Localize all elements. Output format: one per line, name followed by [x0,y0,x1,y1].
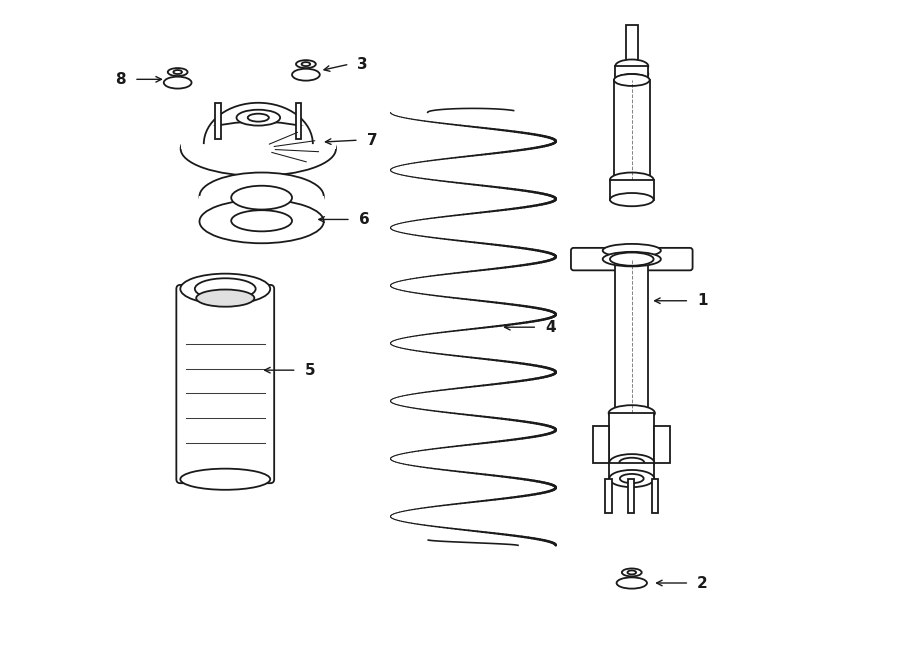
Bar [609,463,654,479]
Text: 4: 4 [545,320,556,334]
Bar [654,426,670,463]
Bar [616,66,648,80]
Ellipse shape [627,570,636,574]
Ellipse shape [164,77,192,89]
Bar [616,259,648,413]
Ellipse shape [619,457,644,468]
Bar [652,479,658,513]
Ellipse shape [620,474,643,483]
Bar [609,413,654,463]
Ellipse shape [609,454,654,471]
Ellipse shape [616,578,647,589]
FancyBboxPatch shape [176,285,274,483]
Ellipse shape [248,114,269,122]
Ellipse shape [195,278,256,299]
Bar [614,80,650,180]
Ellipse shape [610,253,653,266]
Bar [626,25,638,66]
Text: 8: 8 [115,72,126,87]
Ellipse shape [231,210,292,231]
Ellipse shape [616,59,648,73]
Text: 1: 1 [698,293,707,308]
Bar [606,479,612,513]
Bar [628,479,634,513]
Ellipse shape [603,244,661,257]
Ellipse shape [296,60,316,68]
Ellipse shape [174,70,182,74]
Ellipse shape [603,252,661,266]
Text: 6: 6 [359,212,370,227]
Text: 2: 2 [698,576,708,590]
Ellipse shape [610,173,653,187]
Ellipse shape [231,186,292,210]
Ellipse shape [167,68,187,76]
Ellipse shape [609,470,654,487]
Ellipse shape [292,69,320,81]
Ellipse shape [302,62,310,66]
Ellipse shape [237,110,280,126]
Ellipse shape [610,193,653,206]
Text: 7: 7 [366,133,377,147]
Ellipse shape [200,200,324,243]
Ellipse shape [622,568,642,576]
Ellipse shape [608,405,655,421]
Ellipse shape [180,469,270,490]
Bar [200,196,324,221]
Text: 5: 5 [304,363,315,377]
Ellipse shape [614,74,650,86]
FancyBboxPatch shape [571,248,693,270]
Bar [296,103,302,139]
Bar [610,180,653,200]
Ellipse shape [200,173,324,220]
Ellipse shape [180,274,270,304]
Ellipse shape [616,68,648,80]
Bar [181,126,336,149]
Bar [215,103,220,139]
Text: 3: 3 [357,57,368,71]
Ellipse shape [196,290,255,307]
Ellipse shape [616,74,648,86]
Ellipse shape [181,122,336,176]
Bar [593,426,609,463]
